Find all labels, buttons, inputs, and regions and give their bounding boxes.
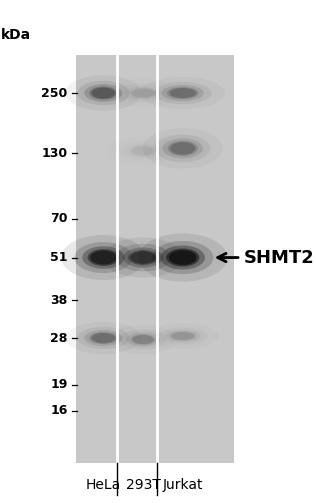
Ellipse shape [125, 86, 161, 100]
Ellipse shape [77, 81, 130, 105]
Ellipse shape [103, 237, 183, 278]
Text: 250: 250 [41, 87, 68, 100]
Text: 51: 51 [50, 251, 68, 264]
Ellipse shape [123, 247, 163, 268]
Ellipse shape [161, 85, 204, 101]
Text: SHMT2: SHMT2 [244, 248, 314, 267]
Ellipse shape [168, 141, 198, 156]
Ellipse shape [138, 233, 227, 282]
Ellipse shape [128, 250, 158, 265]
Text: 38: 38 [51, 294, 68, 307]
Ellipse shape [158, 327, 208, 345]
Ellipse shape [166, 248, 199, 267]
Ellipse shape [172, 332, 194, 340]
Ellipse shape [65, 75, 142, 111]
Ellipse shape [82, 246, 125, 269]
Text: 293T: 293T [126, 478, 161, 492]
Ellipse shape [118, 83, 168, 103]
Ellipse shape [167, 87, 199, 99]
Text: 19: 19 [50, 378, 68, 391]
Text: 16: 16 [50, 404, 68, 417]
Ellipse shape [163, 138, 203, 158]
Text: kDa: kDa [1, 28, 31, 42]
Ellipse shape [132, 146, 154, 155]
Ellipse shape [169, 88, 196, 98]
Ellipse shape [169, 250, 197, 265]
Ellipse shape [143, 128, 223, 169]
Ellipse shape [140, 77, 225, 109]
Ellipse shape [84, 84, 123, 102]
Ellipse shape [132, 89, 154, 98]
Text: 130: 130 [42, 147, 68, 160]
Ellipse shape [155, 135, 210, 162]
Ellipse shape [92, 333, 115, 343]
Ellipse shape [169, 331, 196, 341]
Ellipse shape [154, 82, 212, 104]
Ellipse shape [90, 250, 117, 265]
FancyBboxPatch shape [76, 55, 234, 463]
Ellipse shape [130, 88, 156, 99]
Ellipse shape [61, 235, 146, 280]
Ellipse shape [165, 329, 201, 343]
Ellipse shape [152, 241, 213, 274]
Text: Jurkat: Jurkat [162, 478, 203, 492]
Text: 28: 28 [50, 331, 68, 345]
Ellipse shape [92, 88, 115, 99]
Ellipse shape [120, 329, 166, 350]
Ellipse shape [161, 245, 205, 270]
Ellipse shape [131, 334, 156, 345]
Ellipse shape [65, 322, 142, 354]
Ellipse shape [88, 249, 119, 266]
Ellipse shape [130, 145, 156, 156]
Ellipse shape [89, 332, 118, 344]
Ellipse shape [74, 242, 132, 273]
Text: 70: 70 [50, 212, 68, 225]
Ellipse shape [131, 252, 156, 264]
Text: HeLa: HeLa [86, 478, 121, 492]
Ellipse shape [84, 330, 123, 346]
Ellipse shape [126, 332, 160, 347]
Ellipse shape [125, 144, 161, 158]
Ellipse shape [89, 87, 118, 100]
Ellipse shape [132, 335, 154, 344]
Ellipse shape [170, 142, 195, 155]
Ellipse shape [115, 244, 171, 272]
Ellipse shape [77, 327, 130, 349]
